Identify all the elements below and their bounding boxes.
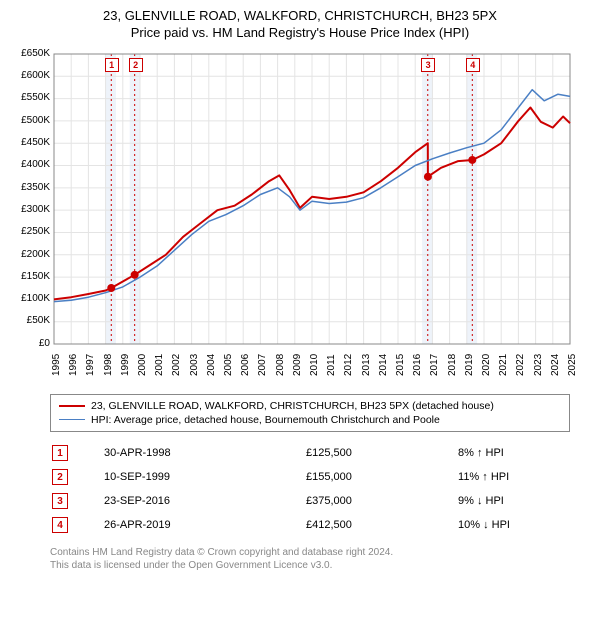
legend-swatch (59, 419, 85, 420)
event-badge: 4 (52, 517, 68, 533)
x-tick-label: 2013 (361, 354, 372, 376)
chart-container: 23, GLENVILLE ROAD, WALKFORD, CHRISTCHUR… (0, 0, 600, 620)
y-tick-label: £300K (10, 204, 50, 215)
title-line1: 23, GLENVILLE ROAD, WALKFORD, CHRISTCHUR… (103, 8, 497, 23)
x-tick-label: 2017 (429, 354, 440, 376)
x-tick-label: 2003 (189, 354, 200, 376)
footer-line2: This data is licensed under the Open Gov… (50, 560, 332, 571)
x-tick-label: 1995 (51, 354, 62, 376)
title-line2: Price paid vs. HM Land Registry's House … (131, 25, 469, 40)
y-tick-label: £650K (10, 48, 50, 59)
event-delta: 9% ↓ HPI (458, 490, 568, 512)
y-tick-label: £350K (10, 182, 50, 193)
x-tick-label: 2015 (395, 354, 406, 376)
y-tick-label: £450K (10, 137, 50, 148)
event-marker-badge: 2 (129, 58, 143, 72)
chart-svg (10, 48, 590, 378)
legend: 23, GLENVILLE ROAD, WALKFORD, CHRISTCHUR… (50, 394, 570, 432)
y-tick-label: £50K (10, 315, 50, 326)
legend-item: 23, GLENVILLE ROAD, WALKFORD, CHRISTCHUR… (59, 399, 561, 413)
event-marker-badge: 4 (466, 58, 480, 72)
event-badge: 1 (52, 445, 68, 461)
x-tick-label: 2018 (447, 354, 458, 376)
x-tick-label: 2001 (154, 354, 165, 376)
x-tick-label: 2023 (533, 354, 544, 376)
event-price: £125,500 (306, 442, 456, 464)
legend-label: HPI: Average price, detached house, Bour… (91, 414, 440, 426)
x-tick-label: 2005 (223, 354, 234, 376)
x-tick-label: 1996 (68, 354, 79, 376)
event-row: 4 26-APR-2019£412,50010% ↓ HPI (52, 514, 568, 536)
chart-title: 23, GLENVILLE ROAD, WALKFORD, CHRISTCHUR… (10, 8, 590, 42)
y-tick-label: £200K (10, 249, 50, 260)
event-price: £412,500 (306, 514, 456, 536)
footer-attribution: Contains HM Land Registry data © Crown c… (50, 546, 570, 572)
x-tick-label: 2004 (206, 354, 217, 376)
event-delta: 11% ↑ HPI (458, 466, 568, 488)
x-tick-label: 2011 (326, 354, 337, 376)
y-tick-label: £600K (10, 70, 50, 81)
event-price: £375,000 (306, 490, 456, 512)
event-date: 26-APR-2019 (104, 514, 304, 536)
x-tick-label: 2009 (292, 354, 303, 376)
event-badge: 3 (52, 493, 68, 509)
y-tick-label: £250K (10, 226, 50, 237)
footer-line1: Contains HM Land Registry data © Crown c… (50, 547, 393, 558)
y-tick-label: £0 (10, 338, 50, 349)
event-row: 1 30-APR-1998£125,5008% ↑ HPI (52, 442, 568, 464)
events-table: 1 30-APR-1998£125,5008% ↑ HPI 2 10-SEP-1999… (50, 440, 570, 538)
event-row: 3 23-SEP-2016£375,0009% ↓ HPI (52, 490, 568, 512)
x-tick-label: 2010 (309, 354, 320, 376)
event-date: 10-SEP-1999 (104, 466, 304, 488)
x-tick-label: 2025 (567, 354, 578, 376)
event-date: 23-SEP-2016 (104, 490, 304, 512)
x-tick-label: 1997 (85, 354, 96, 376)
event-price: £155,000 (306, 466, 456, 488)
event-marker-badge: 3 (421, 58, 435, 72)
x-tick-label: 2021 (498, 354, 509, 376)
x-tick-label: 1998 (103, 354, 114, 376)
event-delta: 10% ↓ HPI (458, 514, 568, 536)
x-tick-label: 2008 (275, 354, 286, 376)
event-badge: 2 (52, 469, 68, 485)
y-tick-label: £500K (10, 115, 50, 126)
event-date: 30-APR-1998 (104, 442, 304, 464)
x-tick-label: 2002 (171, 354, 182, 376)
x-tick-label: 2007 (257, 354, 268, 376)
event-row: 2 10-SEP-1999£155,00011% ↑ HPI (52, 466, 568, 488)
x-tick-label: 2006 (240, 354, 251, 376)
x-tick-label: 2000 (137, 354, 148, 376)
y-tick-label: £100K (10, 293, 50, 304)
x-tick-label: 2019 (464, 354, 475, 376)
legend-swatch (59, 405, 85, 407)
x-tick-label: 1999 (120, 354, 131, 376)
x-tick-label: 2024 (550, 354, 561, 376)
y-tick-label: £400K (10, 159, 50, 170)
x-tick-label: 2014 (378, 354, 389, 376)
legend-item: HPI: Average price, detached house, Bour… (59, 413, 561, 427)
event-marker-badge: 1 (105, 58, 119, 72)
x-tick-label: 2012 (343, 354, 354, 376)
legend-label: 23, GLENVILLE ROAD, WALKFORD, CHRISTCHUR… (91, 400, 494, 412)
y-tick-label: £150K (10, 271, 50, 282)
y-tick-label: £550K (10, 92, 50, 103)
event-delta: 8% ↑ HPI (458, 442, 568, 464)
x-tick-label: 2020 (481, 354, 492, 376)
x-tick-label: 2022 (515, 354, 526, 376)
x-tick-label: 2016 (412, 354, 423, 376)
chart-area: £0 £50K £100K £150K £200K £250K £300K £350K £400… (10, 48, 590, 388)
